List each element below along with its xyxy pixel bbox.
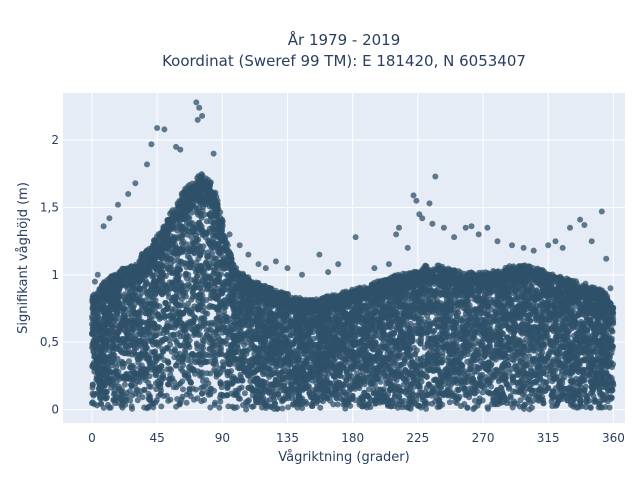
- data-point: [446, 399, 453, 406]
- data-point: [180, 386, 186, 393]
- data-point: [126, 358, 132, 365]
- data-points: [89, 99, 617, 413]
- data-point: [479, 389, 486, 396]
- data-point: [121, 381, 128, 388]
- data-point: [207, 404, 214, 411]
- data-point: [105, 401, 111, 408]
- data-point: [183, 391, 190, 398]
- data-point: [225, 403, 232, 410]
- data-point: [471, 397, 478, 404]
- data-point: [203, 218, 210, 225]
- data-point: [404, 391, 411, 398]
- data-point: [219, 359, 226, 366]
- data-point: [473, 316, 480, 323]
- data-point: [141, 404, 148, 411]
- data-point: [587, 404, 594, 411]
- data-point: [203, 370, 210, 377]
- data-point: [474, 402, 481, 409]
- data-point: [203, 259, 210, 266]
